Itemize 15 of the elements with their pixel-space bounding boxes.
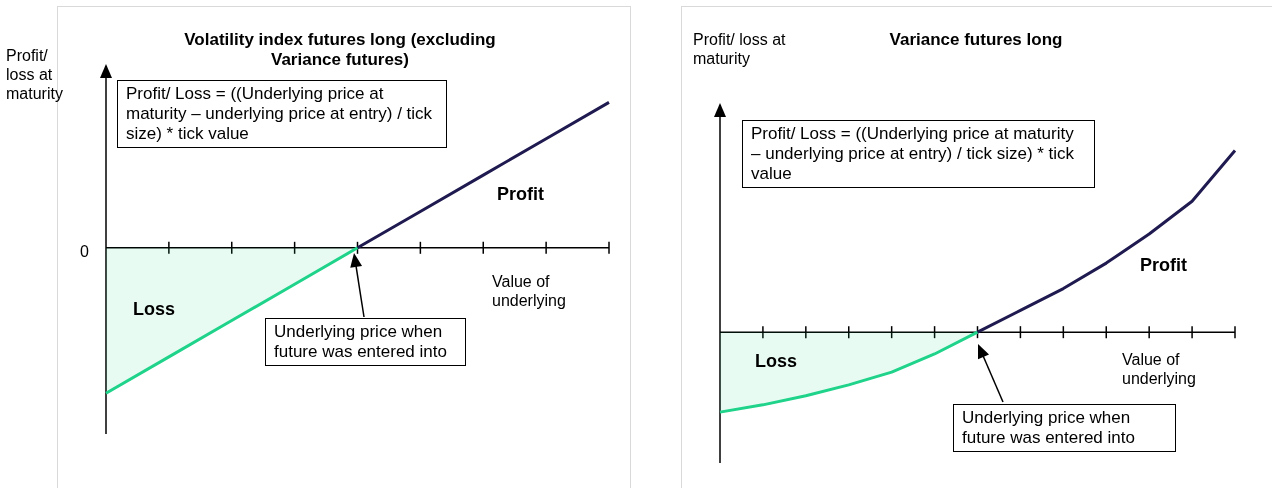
annotation: Loss (755, 351, 798, 371)
annotation: Profit (497, 184, 544, 204)
y-axis-title: Profit/ loss at maturity (6, 46, 64, 103)
annotation: Loss (133, 299, 176, 319)
chart-title: Variance futures long (888, 30, 1064, 50)
annotation: Profit/ Loss = ((Underlying price at maturity – underlying price at entry) / tick size) * tick value (742, 120, 1095, 188)
text: 0 (80, 242, 89, 261)
annotation: Underlying price when future was entered into (265, 318, 466, 366)
x-axis-title: Value of underlying (1122, 350, 1197, 388)
annotation: Profit/ Loss = ((Underlying price at maturity – underlying price at entry) / tick size) * tick value (117, 80, 447, 148)
annotation: Underlying price when future was entered into (953, 404, 1176, 452)
annotation: Profit (1140, 255, 1187, 275)
chart-title: Volatility index futures long (excluding Variance futures) (183, 30, 497, 70)
x-axis-title: Value of underlying (492, 272, 567, 310)
y-axis-title: Profit/ loss at maturity (693, 30, 787, 68)
